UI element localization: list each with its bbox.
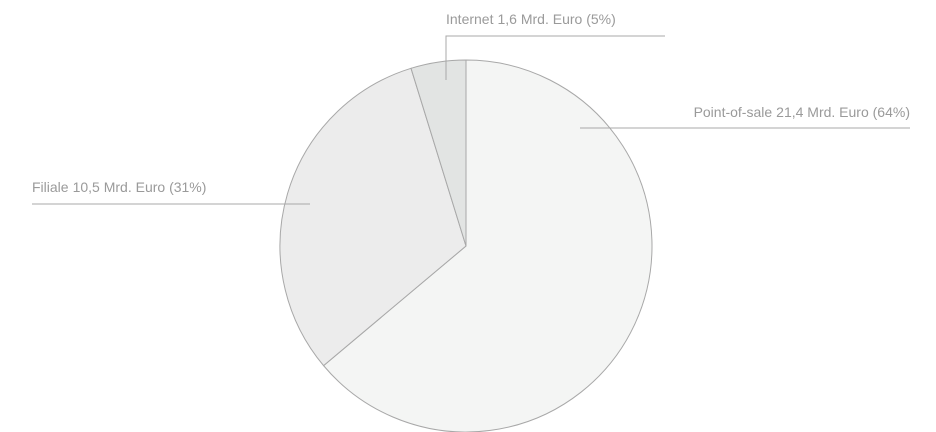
- slice-category: Point-of-sale: [694, 104, 773, 120]
- slice-value-label: 1,6 Mrd. Euro (5%): [497, 11, 615, 27]
- pie-slice: [279, 67, 467, 367]
- pie-slice: [322, 59, 653, 432]
- slice-category: Filiale: [32, 179, 69, 195]
- pie-slice: [410, 59, 467, 247]
- leader-line: [445, 35, 665, 80]
- slice-category: Internet: [446, 11, 494, 27]
- slice-label: Point-of-sale 21,4 Mrd. Euro (64%): [694, 104, 910, 120]
- slice-value-label: 10,5 Mrd. Euro (31%): [73, 179, 207, 195]
- slice-value-label: 21,4 Mrd. Euro (64%): [776, 104, 910, 120]
- slice-label: Internet 1,6 Mrd. Euro (5%): [446, 11, 616, 27]
- slice-label: Filiale 10,5 Mrd. Euro (31%): [32, 179, 206, 195]
